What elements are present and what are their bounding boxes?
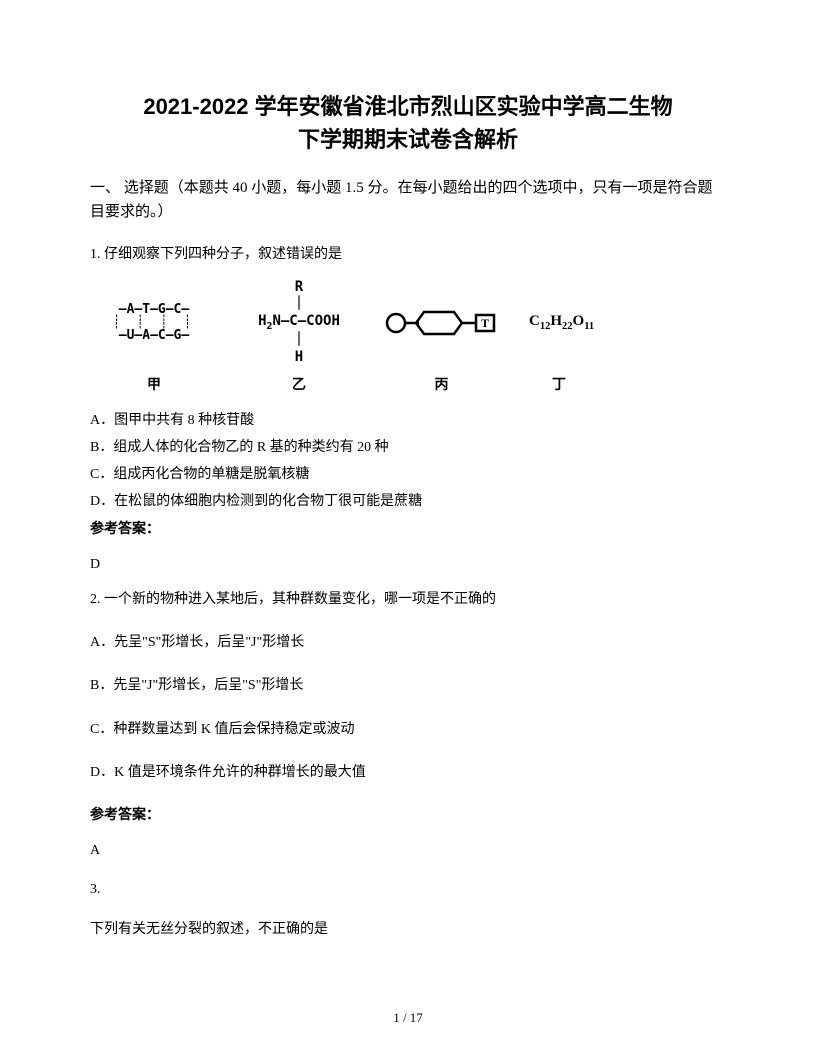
q1-optA: A．图甲中共有 8 种核苷酸 — [90, 408, 726, 433]
yi-bar2: ｜ — [244, 332, 354, 349]
svg-text:T: T — [481, 316, 489, 330]
q2-stem: 2. 一个新的物种进入某地后，其种群数量变化，哪一项是不正确的 — [90, 587, 726, 612]
diagram-jia: —A—T—G—C— ┊ ┊ ┊ ┊ —U—A—C—G— — [94, 303, 214, 342]
diagram-labels: 甲 乙 丙 丁 — [90, 374, 726, 394]
title-line2: 下学期期末试卷含解析 — [90, 123, 726, 156]
q1-answer-label: 参考答案： — [90, 517, 726, 542]
q1-optB: B．组成人体的化合物乙的 R 基的种类约有 20 种 — [90, 435, 726, 460]
page-footer: 1 / 17 — [0, 1010, 816, 1026]
q3-stem: 下列有关无丝分裂的叙述，不正确的是 — [90, 917, 726, 942]
label-ding: 丁 — [529, 374, 589, 394]
q2-answer-label: 参考答案： — [90, 803, 726, 828]
section-header: 一、 选择题（本题共 40 小题，每小题 1.5 分。在每小题给出的四个选项中，… — [90, 176, 726, 224]
q2-optA: A．先呈"S"形增长，后呈"J"形增长 — [90, 630, 726, 655]
yi-main: H2N—C—COOH — [244, 313, 354, 333]
diagram-yi: R ｜ H2N—C—COOH ｜ H — [244, 279, 354, 366]
q1-optD: D．在松鼠的体细胞内检测到的化合物丁很可能是蔗糖 — [90, 489, 726, 514]
diagram-bing: T — [384, 304, 499, 342]
title-line1: 2021-2022 学年安徽省淮北市烈山区实验中学高二生物 — [90, 90, 726, 123]
q2-optC: C．种群数量达到 K 值后会保持稳定或波动 — [90, 717, 726, 742]
diagram-ding: C12H22O11 — [529, 313, 589, 332]
label-bing: 丙 — [384, 374, 499, 394]
jia-bot: —U—A—C—G— — [119, 329, 189, 342]
q1-answer: D — [90, 552, 726, 577]
q3-num: 3. — [90, 877, 726, 902]
q1-diagram-row: —A—T—G—C— ┊ ┊ ┊ ┊ —U—A—C—G— R ｜ H2N—C—CO… — [90, 279, 726, 366]
yi-h: H — [244, 349, 354, 366]
q2-optD: D．K 值是环境条件允许的种群增长的最大值 — [90, 760, 726, 785]
q2-optB: B．先呈"J"形增长，后呈"S"形增长 — [90, 673, 726, 698]
yi-r: R — [244, 279, 354, 296]
label-jia: 甲 — [94, 374, 214, 394]
q1-optC: C．组成丙化合物的单糖是脱氧核糖 — [90, 462, 726, 487]
label-yi: 乙 — [244, 374, 354, 394]
yi-bar1: ｜ — [244, 296, 354, 313]
q1-stem: 1. 仔细观察下列四种分子，叙述错误的是 — [90, 242, 726, 267]
q2-answer: A — [90, 838, 726, 863]
